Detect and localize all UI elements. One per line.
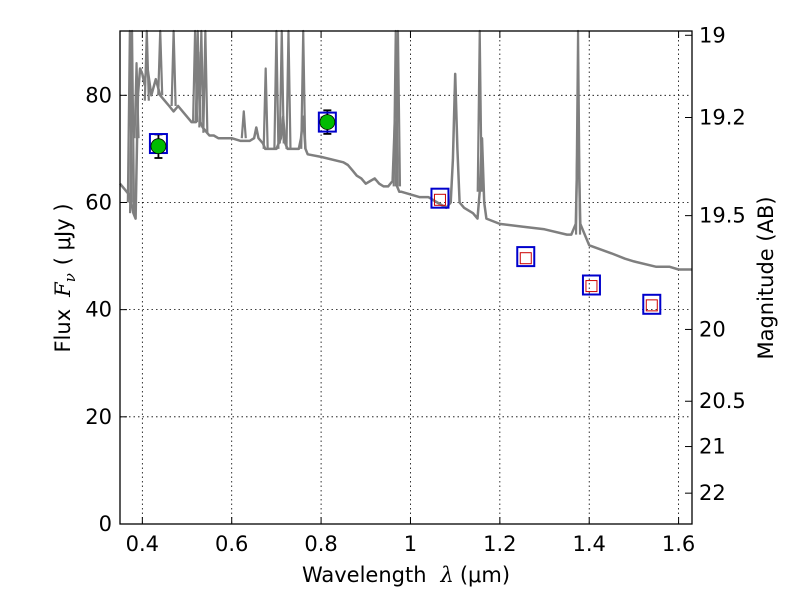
model-photometry-box — [516, 246, 536, 268]
observed-points — [150, 114, 336, 155]
x-tick-label: 1.4 — [573, 532, 606, 556]
predicted-point — [433, 193, 446, 206]
model-photometry-box — [581, 274, 601, 296]
emission-spike — [202, 29, 209, 133]
y2-tick-label: 21 — [699, 435, 726, 459]
model-photometry-box — [317, 111, 337, 133]
y-tick-label: 40 — [85, 298, 112, 322]
y-axis-unit: ( μJy ) — [51, 203, 75, 265]
emission-spike — [133, 62, 140, 139]
emission-spike — [273, 29, 280, 149]
y2-tick-label: 19.5 — [699, 204, 746, 228]
x-axis-symbol: λ — [440, 563, 454, 587]
model-photometry-box — [642, 293, 662, 315]
x-axis-unit: (μm) — [460, 563, 510, 587]
emission-spike — [262, 67, 269, 149]
emission-line-spikes — [126, 29, 582, 235]
y2-tick-label: 20.5 — [699, 389, 746, 413]
x-tick-label: 0.4 — [126, 532, 159, 556]
y2-axis-title: Magnitude (AB) — [754, 196, 778, 359]
emission-spike — [170, 29, 177, 107]
predicted-point — [519, 252, 532, 265]
predicted-point — [585, 280, 598, 293]
y-axis-label: Flux — [51, 309, 75, 353]
y-tick-label: 60 — [85, 190, 112, 214]
y-axis-title: Flux Fν ( μJy ) — [51, 203, 79, 352]
observed-point — [319, 114, 336, 130]
grid — [120, 31, 692, 525]
y-axis-subscript: ν — [61, 273, 79, 282]
predicted-points — [433, 193, 658, 312]
emission-spike — [157, 29, 164, 96]
emission-spike — [240, 110, 247, 139]
x-tick-label: 1.6 — [662, 532, 695, 556]
plot-series — [119, 29, 692, 315]
model-photometry-boxes — [148, 111, 662, 315]
x-tick-label: 0.6 — [215, 532, 248, 556]
x-tick-label: 0.8 — [304, 532, 337, 556]
y-tick-label: 20 — [85, 405, 112, 429]
y2-tick-label: 19 — [699, 23, 726, 47]
y-tick-label: 0 — [99, 512, 112, 536]
x-axis-title: Wavelength λ (μm) — [302, 563, 510, 587]
axis-ticks: 0.4 0.6 0.8 1 1.2 1.4 1.6 0 20 40 60 80 19 19.2 19.5 20… — [85, 23, 746, 556]
x-tick-label: 1 — [404, 532, 417, 556]
observed-point — [150, 138, 167, 155]
y2-tick-label: 22 — [699, 481, 726, 505]
y2-tick-label: 19.2 — [699, 106, 746, 130]
x-axis-label: Wavelength — [302, 563, 427, 587]
model-spectrum-line — [119, 51, 692, 271]
emission-spike — [285, 29, 292, 149]
emission-spike — [574, 29, 582, 235]
y-axis-symbol: F — [51, 281, 75, 298]
x-tick-label: 1.2 — [483, 532, 516, 556]
y-tick-label: 80 — [85, 83, 112, 107]
plot-frame — [119, 30, 693, 525]
predicted-point — [645, 299, 658, 312]
emission-spike — [143, 29, 150, 101]
model-photometry-box — [430, 187, 450, 209]
y2-tick-label: 20 — [699, 317, 726, 341]
